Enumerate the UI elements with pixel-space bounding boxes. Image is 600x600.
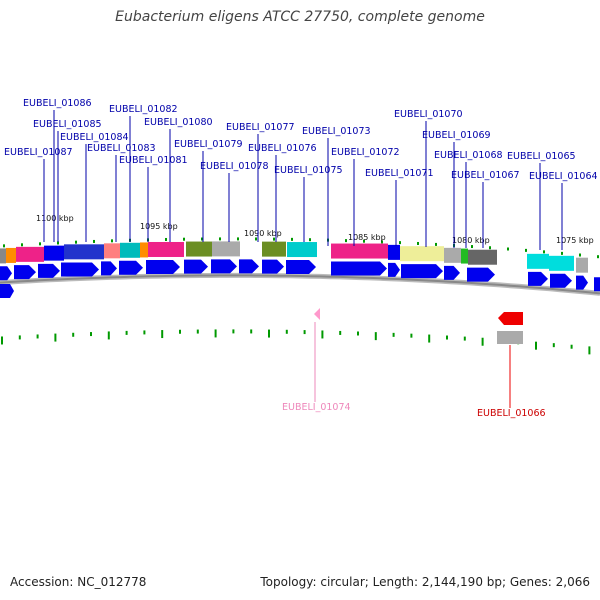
gene-label: EUBELI_01069 [422, 130, 491, 141]
cog-feature-block [461, 248, 468, 264]
cog-feature-block [331, 243, 388, 259]
cog-feature-block [104, 243, 120, 259]
forward-gene-arrow [576, 275, 588, 290]
forward-gene-arrow [388, 262, 400, 277]
backbone-line [0, 274, 600, 295]
reverse-feature-block [497, 331, 523, 344]
cog-feature-block [527, 253, 549, 269]
gene-label: EUBELI_01070 [394, 109, 463, 120]
kbp-tick-label: 1090 kbp [244, 229, 282, 238]
forward-gene-arrow [101, 261, 117, 276]
cog-feature-block [6, 247, 16, 263]
gene-label: EUBELI_01081 [119, 155, 188, 166]
gene-label: EUBELI_01077 [226, 122, 295, 133]
cog-feature-block [400, 246, 444, 262]
forward-gene-arrow [286, 260, 316, 275]
forward-gene-arrow [14, 265, 36, 280]
gene-label: EUBELI_01064 [529, 171, 598, 182]
accession-text: Accession: NC_012778 [10, 575, 147, 589]
kbp-tick-label: 1085 kbp [348, 233, 386, 242]
cog-feature-block [148, 241, 184, 257]
forward-gene-arrow [119, 260, 143, 275]
forward-gene-arrow [146, 260, 180, 275]
forward-gene-arrow [262, 259, 284, 274]
reverse-gene-arrow-red [498, 312, 523, 325]
forward-gene-arrow [239, 259, 259, 274]
kbp-tick-label: 1075 kbp [556, 236, 594, 245]
gene-label: EUBELI_01073 [302, 126, 371, 137]
cog-feature-block [16, 246, 44, 262]
cog-feature-block [186, 241, 212, 257]
cog-feature-block [44, 245, 64, 261]
cog-feature-block [576, 257, 588, 273]
gene-label: EUBELI_01074 [282, 402, 351, 413]
forward-gene-arrow [184, 259, 208, 274]
gene-label: EUBELI_01083 [87, 143, 156, 154]
forward-gene-arrow [444, 265, 460, 280]
kbp-tick-label: 1100 kbp [36, 214, 74, 223]
cog-feature-block [64, 244, 104, 260]
gene-label: EUBELI_01085 [33, 119, 102, 130]
forward-gene-arrow [467, 267, 495, 282]
gene-label: EUBELI_01067 [451, 170, 520, 181]
gene-label: EUBELI_01066 [477, 408, 546, 419]
gene-label: EUBELI_01087 [4, 147, 73, 158]
forward-gene-arrow [550, 273, 572, 288]
gene-label: EUBELI_01065 [507, 151, 576, 162]
cog-feature-block [0, 248, 6, 264]
cog-feature-block [140, 242, 148, 258]
gene-label: EUBELI_01072 [331, 147, 400, 158]
cog-feature-block [212, 241, 240, 257]
gene-label: EUBELI_01068 [434, 150, 503, 161]
forward-gene-arrow [594, 277, 600, 292]
forward-gene-arrow [0, 266, 12, 281]
map-title: Eubacterium eligens ATCC 27750, complete… [115, 9, 485, 25]
forward-gene-arrow [0, 284, 14, 298]
forward-gene-arrow [401, 264, 443, 279]
kbp-tick-label: 1080 kbp [452, 236, 490, 245]
cog-feature-block [120, 242, 140, 258]
gene-label: EUBELI_01084 [60, 132, 129, 143]
cog-feature-block [444, 247, 461, 263]
cog-feature-block [287, 242, 317, 258]
gene-label: EUBELI_01071 [365, 168, 434, 179]
kbp-tick-label: 1095 kbp [140, 222, 178, 231]
gene-label: EUBELI_01079 [174, 139, 243, 150]
reverse-gene-arrow-pink [314, 308, 320, 320]
forward-gene-arrow [528, 271, 548, 286]
genome-summary-text: Topology: circular; Length: 2,144,190 bp… [260, 575, 590, 589]
gene-label: EUBELI_01078 [200, 161, 269, 172]
cog-feature-block [388, 244, 400, 260]
gene-label: EUBELI_01076 [248, 143, 317, 154]
gene-label: EUBELI_01082 [109, 104, 178, 115]
cog-feature-block [549, 255, 574, 271]
gene-label: EUBELI_01075 [274, 165, 343, 176]
forward-gene-arrow [331, 261, 387, 276]
cog-feature-block [468, 249, 497, 265]
forward-gene-arrow [61, 262, 99, 277]
forward-gene-arrow [211, 259, 237, 274]
gene-label: EUBELI_01080 [144, 117, 213, 128]
gene-label: EUBELI_01086 [23, 98, 92, 109]
cog-feature-block [262, 241, 286, 257]
forward-gene-arrow [38, 263, 60, 278]
